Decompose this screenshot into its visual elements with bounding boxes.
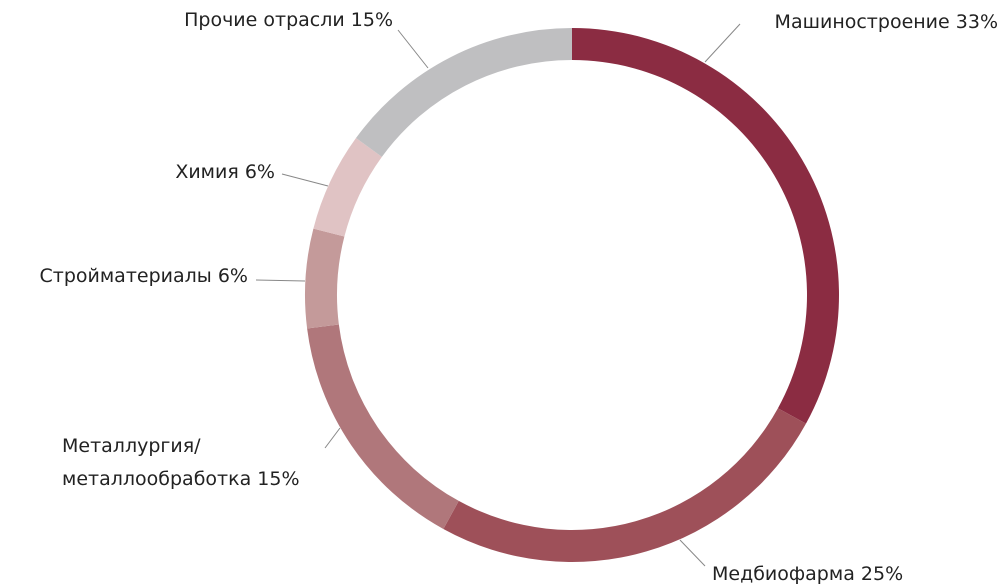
donut-segment: [355, 28, 572, 157]
segment-label: Медбиофарма 25%: [712, 558, 903, 588]
leader-line: [397, 29, 429, 69]
leader-line: [281, 173, 329, 187]
leader-line: [255, 279, 306, 282]
value-label: 6%: [244, 161, 275, 183]
donut-segment: [443, 408, 806, 562]
category-name: Медбиофарма: [712, 563, 855, 585]
segment-label: Прочие отрасли 15%: [184, 4, 393, 37]
category-name: Прочие отрасли: [184, 9, 345, 31]
value-label: 15%: [350, 9, 393, 31]
leader-line: [324, 427, 341, 449]
value-label: 6%: [217, 265, 248, 287]
donut-segment: [572, 28, 839, 424]
segment-label: Стройматериалы 6%: [39, 260, 248, 293]
category-name: Химия: [175, 161, 239, 183]
value-label: 15%: [257, 468, 300, 490]
category-name: Металлургия/ металлообработка: [62, 435, 252, 490]
segment-label: Машиностроение 33%: [775, 6, 998, 39]
segment-label: Металлургия/ металлообработка 15%: [62, 430, 300, 496]
donut-segment: [307, 324, 459, 529]
value-label: 33%: [955, 11, 998, 33]
donut-segment: [305, 228, 345, 329]
segment-label: Химия 6%: [175, 156, 275, 189]
leader-line: [679, 539, 706, 567]
category-name: Стройматериалы: [39, 265, 212, 287]
donut-segment: [313, 138, 382, 237]
value-label: 25%: [860, 563, 904, 585]
leader-line: [704, 23, 741, 63]
category-name: Машиностроение: [774, 11, 950, 33]
